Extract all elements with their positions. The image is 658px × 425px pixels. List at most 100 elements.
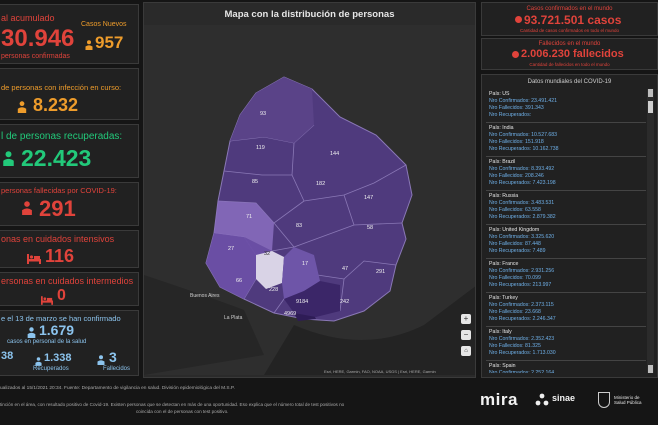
record-field: Nro Recuperados: 1.713.030 [489,350,646,357]
record-field-label: Nro Fallecidos: [489,241,526,247]
deceased-panel: personas fallecidas por COVID-19: 291 [0,182,139,226]
dept-value: 144 [330,151,339,157]
record-field-value: 10.162.738 [532,146,559,152]
person-icon [2,151,15,171]
in-course-label: de personas con infección en curso: [1,83,122,92]
department-canelones[interactable] [284,281,340,317]
dept-value: 9184 [296,299,308,305]
health-staff-panel: e el 13 de marzo se han confirmado 1.679… [0,310,139,376]
country-record: País: Brazil Nro Confirmados: 8.393.492 Nr… [486,157,646,191]
scrollbar[interactable] [647,89,654,373]
zoom-out-button[interactable]: − [461,330,471,340]
record-field-label: Nro Fallecidos: [489,105,526,111]
record-field: Nro Fallecidos: 87.448 [489,241,646,248]
in-course-panel: de personas con infección en curso: 8.23… [0,68,139,120]
bed-icon [27,251,41,267]
disclaimer-line-2: coincida con el de personas con test pos… [136,409,229,414]
world-data-title: Datos mundiales del COVID-19 [527,79,612,85]
department-rionegro[interactable] [214,201,274,251]
record-field-value: 70.099 [525,275,541,281]
record-field-label: Nro Confirmados: [489,302,532,308]
record-field-value: 1.713.030 [532,350,556,356]
record-field: Nro Recuperados: 2.879.382 [489,214,646,221]
record-field-value: 208.246 [525,173,544,179]
record-field: Nro Recuperados: 7.423.198 [489,180,646,187]
record-field: Nro Recuperados: 2.246.347 [489,316,646,323]
record-country: País: Turkey [489,295,518,301]
record-field-value: 10.527.683 [531,132,558,138]
record-field-label: Nro Confirmados: [489,370,532,373]
recovered-label: l de personas recuperadas: [1,131,123,142]
record-field-value: 213.997 [532,282,552,288]
department-artigas[interactable] [230,77,314,143]
record-field-label: Nro Confirmados: [489,268,532,274]
health-recovered-value: 1.338 [44,352,72,364]
record-field-label: Nro Confirmados: [489,132,532,138]
dept-value: 27 [228,246,234,252]
record-field-value: 391.343 [525,105,544,111]
uruguay-map[interactable]: Buenos Aires La Plata 93 119 144 85 182 … [144,25,476,375]
intermediate-value: 0 [57,287,66,304]
record-field-value: 7.489 [532,248,546,254]
record-field-label: Nro Confirmados: [489,98,532,104]
record-field-label: Nro Fallecidos: [489,207,526,213]
record-field: Nro Confirmados: 2.931.256 [489,268,646,275]
dept-value: 32 [264,251,270,257]
record-field-label: Nro Fallecidos: [489,275,526,281]
world-deaths-note: Cantidad de fallecidos en todo el mundo [529,62,610,67]
record-field-label: Nro Fallecidos: [489,139,526,145]
world-cases-note: Cantidad de casos confirmados en todo el… [519,28,620,33]
total-cases-label: al acumulado [1,13,55,23]
scroll-up-button[interactable] [648,89,653,97]
map-attribution: Esri, HERE, Garmin, FAO, NOAA, USGS | Es… [324,369,436,374]
dept-value: 291 [376,269,385,275]
dept-value: 58 [367,225,373,231]
map-panel[interactable]: Mapa con la distribución de personas [143,2,476,378]
department-florida[interactable] [282,247,320,299]
department-soriano[interactable] [206,233,272,299]
record-field-label: Nro Fallecidos: [489,173,526,179]
dept-value: 47 [342,266,348,272]
record-field: Nro Fallecidos: 151.918 [489,139,646,146]
country-record: País: Italy Nro Confirmados: 2.352.423 Nro… [486,327,646,361]
world-data-list[interactable]: País: US Nro Confirmados: 23.491.421 Nro F… [486,89,646,373]
dept-value: 17 [302,261,308,267]
record-country: País: India [489,125,514,131]
home-button[interactable]: ⌂ [461,346,471,356]
country-record: País: Turkey Nro Confirmados: 2.373.115 Nr… [486,293,646,327]
dept-value: 66 [236,278,242,284]
dept-value: 83 [296,223,302,229]
record-country: País: Russia [489,193,519,199]
recovered-value: 22.423 [21,145,92,171]
deceased-label: personas fallecidas por COVID-19: [1,186,117,195]
record-field-value: 7.423.198 [532,180,556,186]
record-field-label: Nro Confirmados: [489,166,532,172]
record-field-value: 3.325.620 [531,234,555,240]
dept-value: 228 [269,287,278,293]
new-cases-value: 957 [95,33,124,52]
map-title: Mapa con la distribución de personas [224,9,395,20]
recovered-panel: l de personas recuperadas: 22.423 [0,124,139,178]
scroll-thumb[interactable] [648,101,653,113]
record-field-label: Nro Fallecidos: [489,309,526,315]
person-icon [85,37,93,55]
health-staff-label: e el 13 de marzo se han confirmado [1,314,121,323]
record-field-value: 2.252.164 [531,370,555,373]
dept-value: 4969 [284,311,296,317]
dept-value: 242 [340,299,349,305]
msp-emblem-icon [598,392,610,408]
bed-icon [41,292,53,305]
record-field-label: Nro Recuperados: [489,112,532,118]
record-field-value: 151.918 [525,139,544,145]
scroll-down-button[interactable] [648,365,653,373]
msp-logo-text: Ministerio de Salud Pública [614,395,642,405]
health-staff-sub: casos en personal de la salud [7,339,87,345]
department-flores[interactable] [256,251,284,289]
alert-icon [512,51,519,58]
dept-value: 71 [246,214,252,220]
record-field-value: 23.668 [525,309,541,315]
dept-value: 182 [316,181,325,187]
health-active-value: 38 [1,350,14,362]
zoom-in-button[interactable]: + [461,314,471,324]
